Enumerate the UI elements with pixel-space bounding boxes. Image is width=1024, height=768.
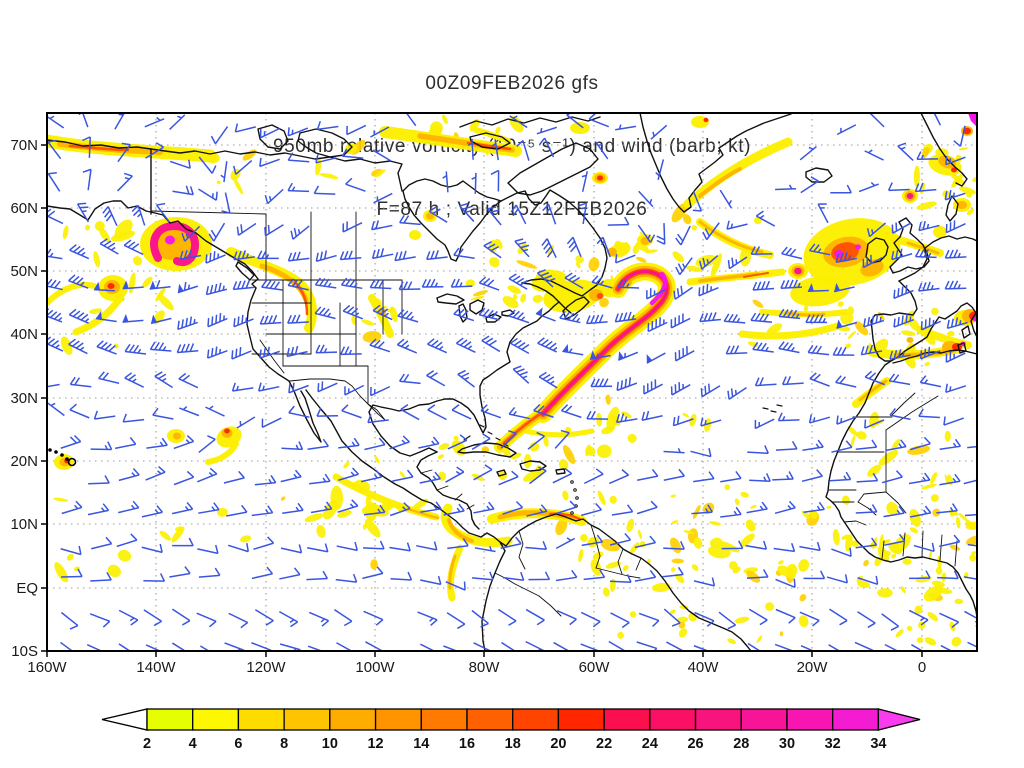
coastline-layer xyxy=(47,113,977,651)
colorbar-cell xyxy=(557,708,605,731)
y-axis-label: 10N xyxy=(10,516,38,533)
colorbar-cell xyxy=(740,708,788,731)
colorbar-tick-label: 16 xyxy=(459,736,475,752)
colorbar-tick-label: 12 xyxy=(367,736,383,752)
vorticity-shading-layer xyxy=(47,113,977,647)
y-axis-label: 20N xyxy=(10,453,38,470)
colorbar-cell xyxy=(466,708,514,731)
x-axis-label: 60W xyxy=(579,659,611,676)
colorbar-over-arrow xyxy=(877,708,921,731)
storm-track-layer xyxy=(48,448,77,467)
x-axis-label: 40W xyxy=(688,659,720,676)
colorbar-cell xyxy=(374,708,422,731)
colorbar-tick-label: 14 xyxy=(413,736,429,752)
title-run-line: 00Z09FEB2026 gfs xyxy=(425,73,599,94)
x-axis-label: 100W xyxy=(355,659,395,676)
y-axis-label: 70N xyxy=(10,137,38,154)
y-axis-label: 10S xyxy=(11,643,38,660)
colorbar-tick-label: 32 xyxy=(825,736,841,752)
colorbar-cell xyxy=(329,708,377,731)
colorbar-cell xyxy=(649,708,697,731)
colorbar-tick-label: 28 xyxy=(733,736,749,752)
colorbar-tick-label: 18 xyxy=(505,736,521,752)
colorbar-cell xyxy=(192,708,240,731)
y-axis-label: EQ xyxy=(16,580,38,597)
colorbar-cell xyxy=(283,708,331,731)
colorbar-tick-label: 10 xyxy=(322,736,338,752)
colorbar-tick-label: 30 xyxy=(779,736,795,752)
y-axis-label: 30N xyxy=(10,390,38,407)
x-axis-label: 140W xyxy=(136,659,176,676)
y-axis-label: 50N xyxy=(10,263,38,280)
colorbar-tick-label: 22 xyxy=(596,736,612,752)
colorbar-cell xyxy=(832,708,880,731)
colorbar-tick-label: 4 xyxy=(189,736,197,752)
colorbar-tick-label: 8 xyxy=(280,736,288,752)
wind-barb-layer xyxy=(47,113,977,651)
colorbar-cell xyxy=(786,708,834,731)
colorbar-tick-label: 24 xyxy=(642,736,658,752)
colorbar-cell xyxy=(146,708,194,731)
x-axis-label: 80W xyxy=(469,659,501,676)
colorbar-cell xyxy=(420,708,468,731)
colorbar-cell xyxy=(237,708,285,731)
colorbar-tick-label: 26 xyxy=(687,736,703,752)
colorbar-cell xyxy=(603,708,651,731)
colorbar-tick-label: 20 xyxy=(550,736,566,752)
colorbar-tick-label: 2 xyxy=(143,736,151,752)
x-axis-label: 120W xyxy=(246,659,286,676)
x-axis-label: 20W xyxy=(797,659,829,676)
x-axis-label: 0 xyxy=(918,659,926,676)
y-axis-label: 60N xyxy=(10,200,38,217)
y-axis-label: 40N xyxy=(10,326,38,343)
colorbar-tick-label: 6 xyxy=(234,736,242,752)
colorbar-tick-label: 34 xyxy=(870,736,886,752)
colorbar-cell xyxy=(694,708,742,731)
x-axis-label: 160W xyxy=(27,659,67,676)
colorbar-cell xyxy=(512,708,560,731)
colorbar: 2 4 6 8 10 12 14 16 18 20 22 24 26 28 30 32 34 xyxy=(101,708,921,752)
colorbar-under-arrow xyxy=(101,708,148,731)
